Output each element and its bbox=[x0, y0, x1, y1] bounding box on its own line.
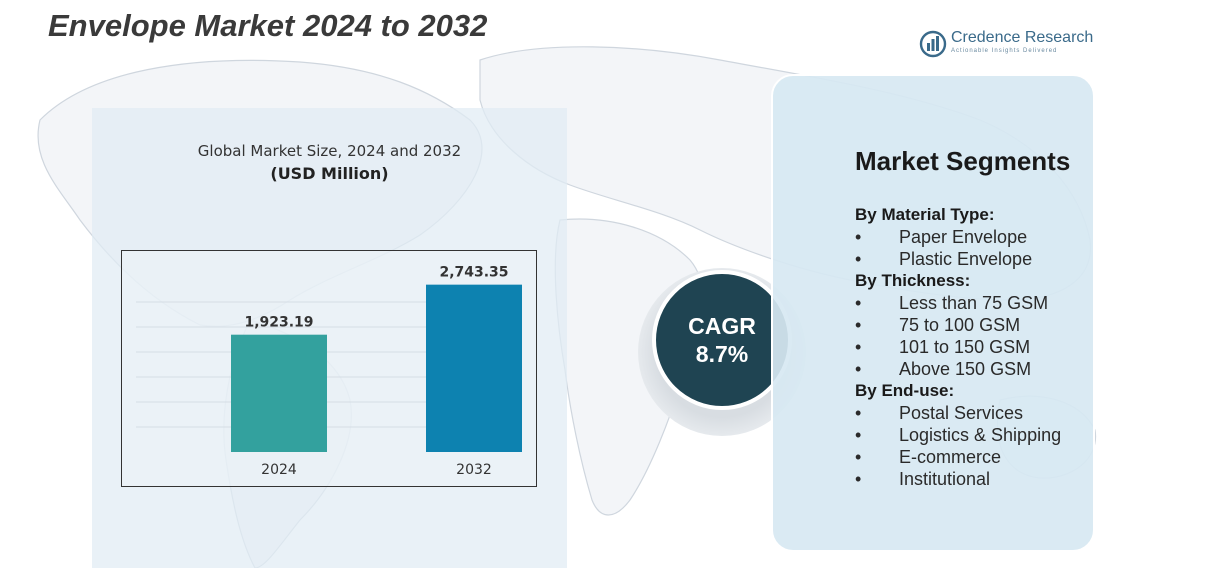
segments-list: By Material Type: • Paper Envelope • Plastic… bbox=[855, 204, 1061, 490]
segment-item: • Paper Envelope bbox=[855, 226, 1061, 248]
bar-value-label: 2,743.35 bbox=[439, 265, 508, 281]
segment-item: • E-commerce bbox=[855, 446, 1061, 468]
logo-name: Credence Research bbox=[951, 29, 1093, 47]
segment-item: • 101 to 150 GSM bbox=[855, 336, 1061, 358]
segment-item: • Less than 75 GSM bbox=[855, 292, 1061, 314]
bullet-icon: • bbox=[855, 468, 861, 490]
bar-chart-logo-icon bbox=[919, 30, 947, 58]
segment-item: • 75 to 100 GSM bbox=[855, 314, 1061, 336]
chart-unit-label: (USD Million) bbox=[92, 164, 567, 183]
market-segments-panel: Market Segments By Material Type: • Paper … bbox=[771, 74, 1095, 552]
chart-title: Global Market Size, 2024 and 2032 bbox=[92, 142, 567, 160]
segment-group-label: By Material Type: bbox=[855, 204, 1061, 226]
logo-tagline: Actionable Insights Delivered bbox=[951, 48, 1057, 54]
segments-title: Market Segments bbox=[855, 146, 1070, 177]
bullet-icon: • bbox=[855, 402, 861, 424]
segment-item-label: E-commerce bbox=[899, 447, 1001, 467]
bar-chart-svg: 1,923.19 2024 2,743.35 2032 bbox=[122, 251, 536, 486]
segment-item: • Postal Services bbox=[855, 402, 1061, 424]
segment-group-label: By End-use: bbox=[855, 380, 1061, 402]
segment-item-label: 101 to 150 GSM bbox=[899, 337, 1030, 357]
bullet-icon: • bbox=[855, 292, 861, 314]
x-tick-label: 2032 bbox=[456, 462, 492, 478]
segment-item-label: Postal Services bbox=[899, 403, 1023, 423]
bullet-icon: • bbox=[855, 248, 861, 270]
bullet-icon: • bbox=[855, 226, 861, 248]
bullet-icon: • bbox=[855, 336, 861, 358]
x-tick-label: 2024 bbox=[261, 462, 297, 478]
segment-item-label: Less than 75 GSM bbox=[899, 293, 1048, 313]
segment-item-label: Institutional bbox=[899, 469, 990, 489]
bar-value-label: 1,923.19 bbox=[244, 315, 313, 331]
segment-item: • Logistics & Shipping bbox=[855, 424, 1061, 446]
segment-item-label: Plastic Envelope bbox=[899, 249, 1032, 269]
bar-2024 bbox=[231, 335, 327, 452]
segment-item-label: 75 to 100 GSM bbox=[899, 315, 1020, 335]
segment-item: • Institutional bbox=[855, 468, 1061, 490]
cagr-value: 8.7% bbox=[696, 340, 748, 368]
segment-item-label: Above 150 GSM bbox=[899, 359, 1031, 379]
segment-item-label: Paper Envelope bbox=[899, 227, 1027, 247]
page-title: Envelope Market 2024 to 2032 bbox=[48, 8, 487, 44]
cagr-label: CAGR bbox=[688, 312, 756, 340]
bullet-icon: • bbox=[855, 314, 861, 336]
segment-group-label: By Thickness: bbox=[855, 270, 1061, 292]
segment-item: • Plastic Envelope bbox=[855, 248, 1061, 270]
logo: Credence Research Actionable Insights De… bbox=[919, 28, 1109, 60]
bullet-icon: • bbox=[855, 446, 861, 468]
bar-2032 bbox=[426, 285, 522, 452]
segment-item-label: Logistics & Shipping bbox=[899, 425, 1061, 445]
segment-item: • Above 150 GSM bbox=[855, 358, 1061, 380]
bullet-icon: • bbox=[855, 424, 861, 446]
bullet-icon: • bbox=[855, 358, 861, 380]
bar-chart: 1,923.19 2024 2,743.35 2032 bbox=[121, 250, 537, 487]
